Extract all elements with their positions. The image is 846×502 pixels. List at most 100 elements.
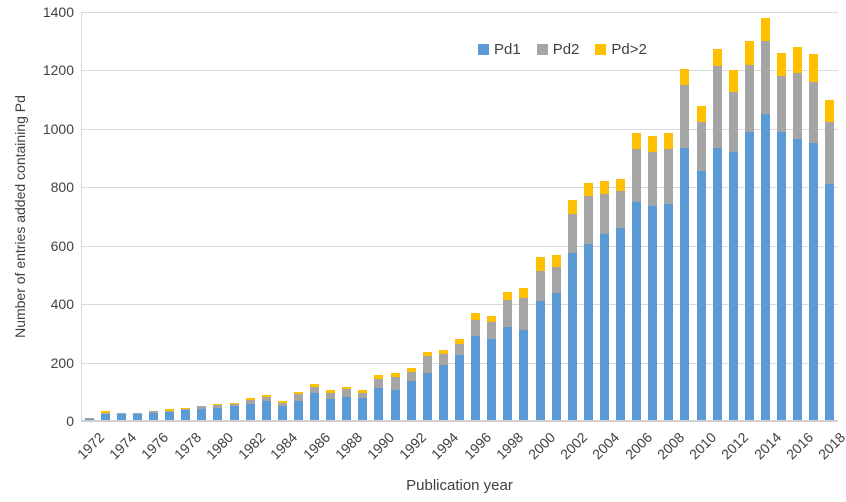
bar-segment-pd1-2001 [551, 293, 561, 421]
bar-segment-pd1-1985 [293, 400, 303, 421]
bar-segment-pdgt2-2001 [551, 255, 561, 267]
bar-segment-pd1-2000 [535, 300, 545, 421]
bar-segment-pd2-1973 [100, 412, 110, 414]
bar-segment-pdgt2-1996 [471, 312, 481, 320]
gridline [81, 304, 838, 306]
legend-item-pd2: Pd2 [536, 42, 579, 57]
y-tick-label: 1000 [42, 120, 74, 137]
bar-segment-pdgt2-2012 [728, 70, 738, 93]
bar-segment-pd1-2013 [744, 131, 754, 421]
bar-segment-pdgt2-2015 [777, 52, 787, 77]
bar-segment-pdgt2-2009 [680, 68, 690, 86]
bar-segment-pd2-1979 [197, 405, 207, 409]
bar-segment-pd2-1987 [326, 392, 336, 399]
bar-segment-pdgt2-2006 [632, 133, 642, 150]
gridline [81, 12, 838, 13]
bar-segment-pd2-1988 [342, 389, 352, 398]
bar-segment-pd1-2014 [761, 114, 771, 421]
bar-segment-pd2-1977 [165, 410, 175, 412]
bar-segment-pd1-1987 [326, 398, 336, 421]
y-tick-label: 1400 [42, 4, 74, 20]
plot-area [81, 12, 838, 421]
bar-segment-pdgt2-2010 [696, 105, 706, 122]
bar-segment-pd1-2012 [728, 152, 738, 421]
bar-segment-pd1-2011 [712, 147, 722, 421]
bar-segment-pd1-2002 [567, 253, 577, 421]
bar-segment-pd2-1986 [310, 386, 320, 394]
bar-segment-pdgt2-2000 [535, 256, 545, 271]
bar-segment-pdgt2-1978 [181, 407, 191, 410]
bar-segment-pd2-2009 [680, 85, 690, 148]
bar-segment-pd1-1974 [116, 414, 126, 421]
bar-segment-pdgt2-1997 [487, 315, 497, 322]
bar-segment-pd2-1972 [84, 417, 94, 419]
bar-segment-pdgt2-1981 [229, 402, 239, 404]
bar-segment-pd1-1982 [245, 403, 255, 421]
bar-segment-pd2-1990 [374, 379, 384, 388]
bar-segment-pd1-1999 [519, 330, 529, 421]
bar-segment-pd2-2012 [728, 92, 738, 153]
legend-label: Pd>2 [611, 41, 647, 58]
bar-segment-pd1-1972 [84, 418, 94, 421]
bar-segment-pd1-2018 [825, 184, 835, 421]
bar-segment-pd1-1993 [422, 373, 432, 421]
bar-segment-pdgt2-2005 [616, 178, 626, 191]
bar-segment-pd1-2008 [664, 203, 674, 421]
gridline [81, 187, 838, 189]
legend-swatch-icon [536, 44, 548, 55]
legend-item-pdgt2: Pd>2 [595, 41, 647, 58]
bar-segment-pdgt2-2017 [809, 54, 819, 83]
bar-segment-pdgt2-2018 [825, 99, 835, 122]
bar-segment-pd2-1997 [487, 321, 497, 340]
bar-segment-pd1-1997 [487, 339, 497, 421]
bar-segment-pd2-1978 [181, 409, 191, 411]
bar-segment-pd2-1974 [116, 412, 126, 414]
legend-swatch-icon [478, 44, 489, 55]
bar-segment-pd2-2002 [567, 213, 577, 254]
y-tick-label: 600 [50, 237, 74, 254]
bar-segment-pd2-1992 [406, 372, 416, 382]
bar-segment-pd2-1981 [229, 403, 239, 407]
bar-segment-pdgt2-2008 [664, 133, 674, 150]
bar-segment-pdgt2-1973 [100, 411, 110, 413]
y-tick-label: 800 [50, 179, 74, 196]
bar-segment-pd2-2005 [616, 190, 626, 229]
bar-segment-pd2-1994 [438, 353, 448, 365]
bar-segment-pd1-1979 [197, 408, 207, 421]
y-axis-line [81, 12, 82, 421]
bar-segment-pd1-2009 [680, 147, 690, 421]
legend-label: Pd1 [494, 41, 521, 58]
bar-segment-pd1-1981 [229, 406, 239, 421]
bar-segment-pdgt2-1983 [261, 394, 271, 398]
bar-segment-pd2-1993 [422, 356, 432, 374]
bar-segment-pdgt2-1987 [326, 390, 336, 393]
bar-segment-pd2-1996 [471, 319, 481, 336]
bar-segment-pdgt2-2002 [567, 200, 577, 214]
bar-segment-pd1-1996 [471, 335, 481, 421]
bar-segment-pd1-1991 [390, 390, 400, 421]
bar-segment-pd1-2010 [696, 171, 706, 421]
bar-segment-pd2-2011 [712, 66, 722, 148]
legend-item-pd1: Pd1 [478, 42, 521, 57]
bar-segment-pd2-1995 [455, 344, 464, 355]
bar-segment-pdgt2-1986 [310, 384, 320, 387]
bar-segment-pd1-1978 [181, 410, 191, 421]
bar-segment-pd2-1976 [148, 411, 158, 413]
bar-segment-pd1-2005 [616, 228, 626, 421]
gridline [81, 245, 838, 247]
bar-segment-pdgt2-1980 [213, 404, 223, 405]
bar-segment-pd2-2001 [551, 266, 561, 294]
bar-segment-pd2-2010 [696, 121, 706, 172]
bar-segment-pd1-2007 [648, 206, 658, 421]
bar-segment-pd1-2006 [632, 202, 642, 421]
bar-segment-pdgt2-2016 [793, 47, 803, 74]
bar-segment-pdgt2-1991 [390, 372, 400, 378]
bar-segment-pd1-1975 [132, 414, 142, 421]
y-tick-label: 400 [50, 296, 74, 313]
x-axis-title: Publication year [406, 477, 513, 494]
bar-segment-pd1-1984 [277, 406, 287, 421]
bar-segment-pd1-1973 [100, 413, 110, 421]
bar-segment-pd1-2017 [809, 143, 819, 421]
legend: Pd1 Pd2 Pd>2 [478, 42, 647, 57]
bar-segment-pd1-1980 [213, 408, 223, 421]
